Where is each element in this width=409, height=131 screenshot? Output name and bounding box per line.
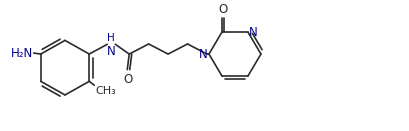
Text: CH₃: CH₃ [95, 86, 116, 96]
Text: O: O [124, 73, 133, 86]
Text: H₂N: H₂N [11, 47, 33, 60]
Text: N: N [248, 26, 257, 39]
Text: N: N [199, 48, 207, 61]
Text: O: O [218, 2, 227, 16]
Text: H: H [107, 33, 115, 43]
Text: N: N [107, 45, 115, 58]
